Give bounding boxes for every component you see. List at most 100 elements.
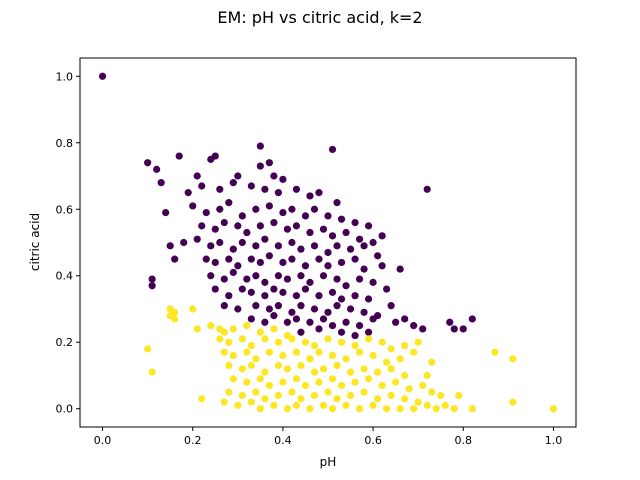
data-point-cluster-1 [220, 348, 228, 356]
data-point-cluster-0 [292, 292, 301, 300]
data-point-cluster-0 [324, 262, 332, 270]
data-point-cluster-0 [234, 262, 242, 270]
y-tick-label: 0.0 [56, 403, 74, 416]
data-point-cluster-0 [279, 175, 287, 183]
data-point-cluster-0 [369, 315, 377, 323]
data-point-cluster-1 [401, 371, 409, 380]
data-point-cluster-1 [328, 405, 337, 413]
data-point-cluster-1 [283, 365, 292, 373]
data-point-cluster-0 [392, 318, 400, 326]
data-point-cluster-1 [265, 381, 273, 390]
data-point-cluster-1 [355, 405, 364, 413]
data-point-cluster-1 [238, 391, 246, 400]
data-point-cluster-0 [387, 302, 395, 310]
data-point-cluster-1 [247, 398, 255, 406]
data-point-cluster-0 [446, 318, 454, 326]
data-point-cluster-1 [252, 388, 260, 396]
y-axis: 0.0 0.2 0.4 0.6 0.8 1.0 [56, 70, 80, 416]
data-point-cluster-0 [229, 179, 237, 187]
data-point-cluster-1 [419, 381, 427, 390]
data-point-cluster-1 [333, 395, 341, 403]
data-point-cluster-0 [351, 292, 359, 300]
data-point-cluster-0 [144, 159, 152, 167]
data-point-cluster-0 [265, 202, 273, 210]
data-point-cluster-1 [256, 328, 264, 336]
data-point-cluster-1 [374, 368, 382, 376]
data-point-cluster-0 [297, 302, 305, 310]
data-point-cluster-0 [310, 205, 319, 213]
data-point-cluster-0 [351, 331, 359, 340]
data-point-cluster-0 [225, 199, 233, 207]
data-point-cluster-0 [256, 162, 264, 170]
data-point-cluster-0 [419, 325, 427, 333]
x-tick-label: 0.2 [184, 434, 202, 447]
data-point-cluster-1 [283, 405, 292, 413]
data-point-cluster-0 [306, 192, 314, 200]
data-point-cluster-1 [455, 391, 463, 400]
data-point-cluster-1 [333, 361, 341, 370]
data-point-cluster-1 [432, 405, 440, 413]
x-axis: 0.0 0.2 0.4 0.6 0.8 1.0 [94, 427, 562, 447]
data-point-cluster-0 [279, 208, 287, 217]
data-point-cluster-0 [319, 315, 328, 323]
data-point-cluster-0 [247, 288, 255, 296]
x-tick-label: 0.6 [364, 434, 382, 447]
data-point-cluster-0 [297, 272, 305, 280]
data-point-cluster-0 [162, 208, 170, 217]
data-point-cluster-0 [301, 285, 310, 293]
data-point-cluster-1 [414, 398, 422, 406]
data-point-cluster-1 [450, 405, 458, 413]
data-point-cluster-1 [243, 322, 251, 330]
data-point-cluster-0 [211, 258, 219, 267]
data-point-cluster-0 [315, 189, 323, 197]
data-point-cluster-0 [171, 255, 179, 263]
data-point-cluster-1 [301, 338, 310, 346]
data-point-cluster-1 [238, 335, 246, 343]
x-tick-label: 0.4 [274, 434, 292, 447]
data-point-cluster-1 [274, 391, 282, 400]
data-point-cluster-1 [297, 361, 305, 370]
data-point-cluster-0 [324, 212, 332, 220]
data-point-cluster-0 [270, 172, 278, 180]
data-point-cluster-1 [229, 351, 237, 360]
data-point-cluster-1 [229, 375, 237, 383]
data-point-cluster-0 [355, 322, 364, 330]
data-point-cluster-0 [225, 292, 233, 300]
x-tick-label: 0.0 [94, 434, 112, 447]
data-point-cluster-0 [238, 285, 246, 293]
data-point-cluster-0 [306, 278, 314, 286]
y-tick-label: 0.2 [56, 336, 74, 349]
data-point-cluster-0 [383, 285, 391, 293]
data-point-cluster-0 [292, 222, 301, 230]
data-point-cluster-0 [337, 295, 346, 303]
data-point-cluster-0 [175, 152, 183, 160]
data-point-cluster-0 [274, 242, 282, 250]
data-point-cluster-0 [234, 305, 242, 313]
data-point-cluster-1 [274, 338, 282, 346]
data-point-cluster-1 [387, 345, 395, 353]
data-point-cluster-0 [265, 252, 273, 260]
data-point-cluster-0 [328, 288, 337, 296]
data-point-cluster-0 [319, 225, 328, 233]
data-point-cluster-1 [337, 338, 346, 346]
data-point-cluster-0 [283, 318, 292, 326]
y-tick-label: 1.0 [56, 70, 74, 83]
data-point-cluster-1 [423, 401, 431, 409]
data-point-cluster-1 [306, 405, 314, 413]
data-point-cluster-0 [261, 318, 269, 326]
data-point-cluster-1 [378, 338, 386, 346]
data-point-cluster-1 [292, 375, 301, 383]
y-axis-label: citric acid [28, 213, 42, 271]
data-point-cluster-1 [346, 368, 355, 376]
data-point-cluster-0 [252, 302, 260, 310]
data-point-cluster-0 [364, 328, 373, 336]
data-point-cluster-0 [256, 258, 264, 267]
data-point-cluster-1 [374, 395, 382, 403]
data-point-cluster-0 [243, 228, 251, 237]
data-point-cluster-0 [401, 315, 409, 323]
x-tick-label: 1.0 [545, 434, 563, 447]
data-point-cluster-1 [369, 401, 377, 409]
data-point-cluster-0 [283, 275, 292, 283]
data-point-cluster-1 [383, 358, 391, 366]
